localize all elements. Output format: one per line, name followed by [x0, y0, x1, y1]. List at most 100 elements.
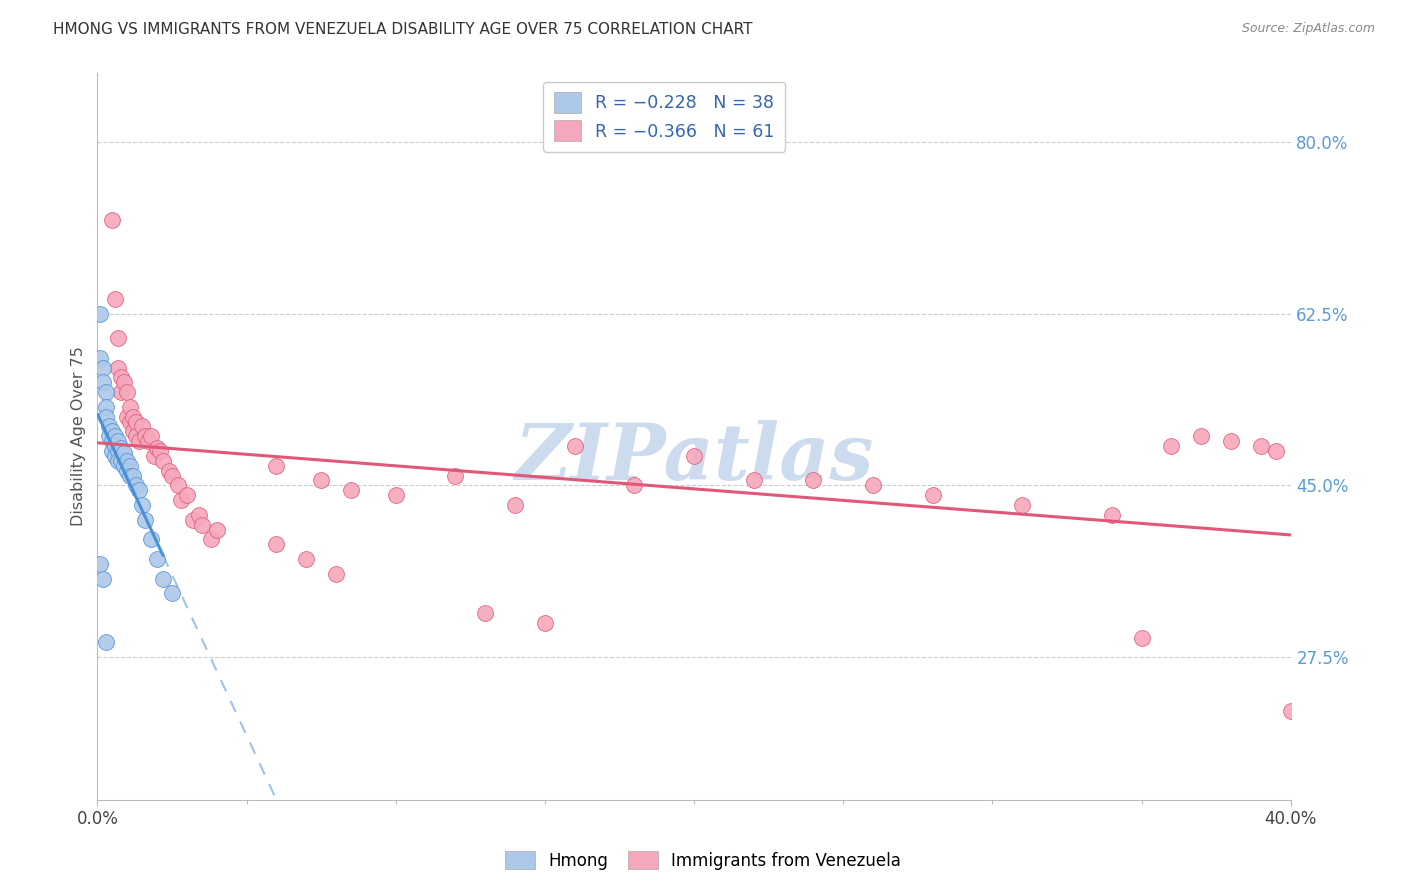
Point: [134, 513, 156, 527]
Point: [115, 464, 138, 478]
Point: [125, 478, 148, 492]
Point: [120, 415, 142, 429]
Point: [89, 557, 111, 571]
Point: [1130, 631, 1153, 645]
Point: [110, 385, 132, 400]
Point: [309, 474, 332, 488]
Point: [112, 458, 135, 473]
Point: [1011, 498, 1033, 512]
Point: [266, 537, 288, 551]
Point: [107, 444, 129, 458]
Point: [96, 400, 118, 414]
Point: [98, 419, 121, 434]
Legend: R = −0.228   N = 38, R = −0.366   N = 61: R = −0.228 N = 38, R = −0.366 N = 61: [543, 82, 785, 152]
Point: [107, 331, 129, 345]
Point: [1264, 444, 1286, 458]
Text: Source: ZipAtlas.com: Source: ZipAtlas.com: [1241, 22, 1375, 36]
Text: ZIPatlas: ZIPatlas: [515, 420, 873, 496]
Point: [101, 444, 124, 458]
Point: [474, 606, 496, 620]
Point: [101, 213, 124, 227]
Point: [205, 523, 228, 537]
Point: [122, 425, 145, 439]
Point: [120, 400, 142, 414]
Point: [160, 586, 183, 600]
Point: [167, 478, 190, 492]
Point: [139, 533, 162, 547]
Point: [170, 493, 193, 508]
Point: [921, 488, 943, 502]
Point: [98, 429, 121, 443]
Point: [862, 478, 884, 492]
Point: [146, 441, 169, 455]
Point: [683, 449, 706, 463]
Point: [91, 360, 114, 375]
Point: [131, 419, 153, 434]
Point: [1101, 508, 1123, 522]
Point: [503, 498, 526, 512]
Point: [139, 429, 162, 443]
Point: [340, 483, 363, 498]
Point: [107, 454, 129, 468]
Point: [101, 434, 124, 449]
Point: [295, 552, 318, 566]
Point: [112, 376, 135, 390]
Point: [107, 434, 129, 449]
Point: [742, 474, 765, 488]
Point: [384, 488, 406, 502]
Text: HMONG VS IMMIGRANTS FROM VENEZUELA DISABILITY AGE OVER 75 CORRELATION CHART: HMONG VS IMMIGRANTS FROM VENEZUELA DISAB…: [53, 22, 754, 37]
Point: [325, 566, 347, 581]
Point: [134, 429, 156, 443]
Point: [120, 468, 142, 483]
Point: [160, 468, 183, 483]
Point: [125, 429, 148, 443]
Point: [110, 454, 132, 468]
Y-axis label: Disability Age Over 75: Disability Age Over 75: [72, 346, 86, 526]
Point: [91, 572, 114, 586]
Legend: Hmong, Immigrants from Venezuela: Hmong, Immigrants from Venezuela: [498, 845, 908, 877]
Point: [104, 292, 127, 306]
Point: [96, 385, 118, 400]
Point: [104, 439, 127, 453]
Point: [152, 454, 174, 468]
Point: [110, 370, 132, 384]
Point: [187, 508, 209, 522]
Point: [115, 454, 138, 468]
Point: [1279, 704, 1302, 718]
Point: [534, 615, 557, 630]
Point: [89, 351, 111, 365]
Point: [191, 517, 214, 532]
Point: [110, 441, 132, 455]
Point: [104, 449, 127, 463]
Point: [564, 439, 586, 453]
Point: [152, 572, 174, 586]
Point: [1160, 439, 1182, 453]
Point: [101, 425, 124, 439]
Point: [143, 449, 166, 463]
Point: [131, 498, 153, 512]
Point: [176, 488, 198, 502]
Point: [146, 552, 169, 566]
Point: [181, 513, 204, 527]
Point: [1250, 439, 1272, 453]
Point: [1189, 429, 1212, 443]
Point: [104, 429, 127, 443]
Point: [89, 306, 111, 320]
Point: [1220, 434, 1243, 449]
Point: [157, 464, 180, 478]
Point: [115, 409, 138, 424]
Point: [444, 468, 467, 483]
Point: [128, 434, 150, 449]
Point: [96, 635, 118, 649]
Point: [149, 444, 172, 458]
Point: [803, 474, 825, 488]
Point: [136, 434, 159, 449]
Point: [125, 415, 148, 429]
Point: [120, 458, 142, 473]
Point: [623, 478, 645, 492]
Point: [128, 483, 150, 498]
Point: [115, 385, 138, 400]
Point: [266, 458, 288, 473]
Point: [91, 376, 114, 390]
Point: [112, 446, 135, 460]
